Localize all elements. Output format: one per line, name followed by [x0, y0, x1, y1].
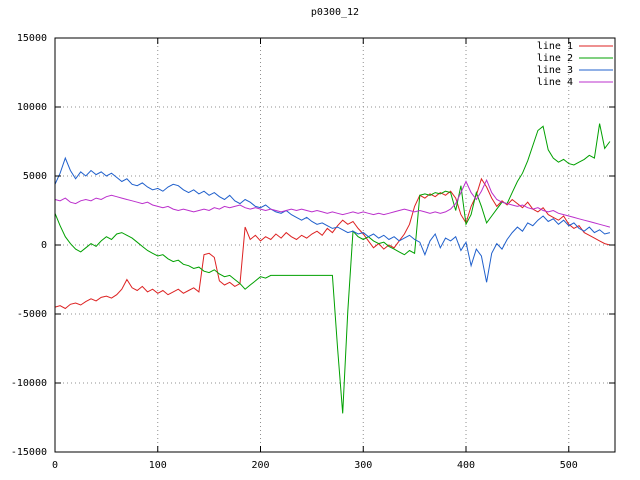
series-line-1: [54, 177, 611, 310]
series-line-3: [54, 156, 611, 283]
y-tick-label: -5000: [17, 309, 47, 320]
legend-label: line 4: [537, 77, 573, 88]
chart-title: p0300_12: [310, 7, 360, 18]
y-tick-label: 10000: [17, 102, 47, 113]
x-tick-label: 500: [560, 460, 578, 471]
x-tick-label: 200: [251, 460, 269, 471]
x-tick-label: 400: [457, 460, 475, 471]
y-tick-label: -15000: [11, 447, 47, 458]
y-tick-label: 0: [41, 240, 47, 251]
legend-label: line 3: [537, 65, 573, 76]
series-line-2: [54, 123, 611, 414]
y-tick-label: -10000: [11, 378, 47, 389]
x-tick-label: 0: [52, 460, 58, 471]
legend-label: line 1: [537, 41, 573, 52]
series-line-4: [54, 178, 611, 228]
x-tick-label: 100: [149, 460, 167, 471]
x-tick-label: 300: [354, 460, 372, 471]
y-tick-label: 5000: [23, 171, 47, 182]
y-tick-label: 15000: [17, 33, 47, 44]
legend-label: line 2: [537, 53, 573, 64]
